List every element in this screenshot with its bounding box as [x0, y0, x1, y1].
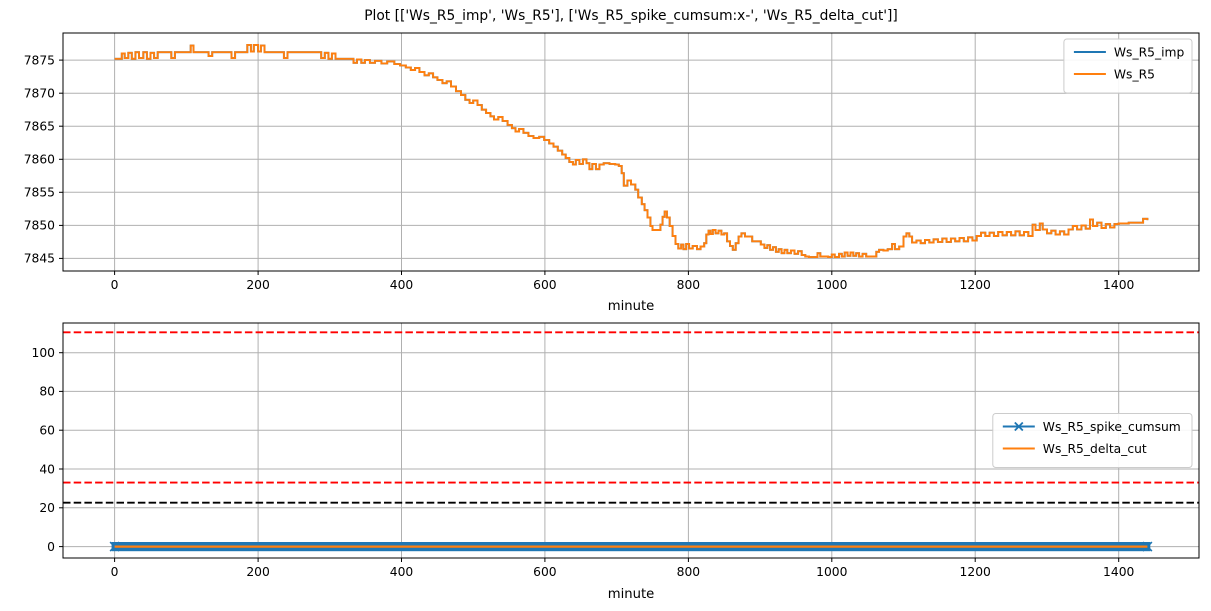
svg-text:1000: 1000 [816, 278, 847, 292]
svg-text:7870: 7870 [24, 87, 55, 101]
svg-text:1400: 1400 [1103, 565, 1134, 579]
svg-text:1400: 1400 [1103, 278, 1134, 292]
svg-text:40: 40 [39, 462, 55, 476]
svg-text:7875: 7875 [24, 53, 55, 67]
svg-text:600: 600 [533, 565, 556, 579]
figure-title: Plot [['Ws_R5_imp', 'Ws_R5'], ['Ws_R5_sp… [364, 8, 898, 24]
svg-text:400: 400 [390, 278, 413, 292]
svg-text:Ws_R5_delta_cut: Ws_R5_delta_cut [1043, 442, 1147, 456]
axes-border [62, 32, 1200, 272]
x-axis-label: minute [608, 587, 655, 602]
svg-text:80: 80 [39, 385, 55, 399]
svg-text:0: 0 [47, 540, 55, 554]
svg-text:800: 800 [677, 565, 700, 579]
svg-text:7850: 7850 [24, 219, 55, 233]
svg-text:20: 20 [39, 501, 55, 515]
axes-border [62, 322, 1200, 559]
svg-text:1200: 1200 [960, 278, 991, 292]
svg-text:1200: 1200 [960, 565, 991, 579]
legend: Ws_R5_imp Ws_R5 [1063, 38, 1193, 94]
svg-text:200: 200 [246, 278, 269, 292]
svg-text:600: 600 [533, 278, 556, 292]
svg-text:7845: 7845 [24, 252, 55, 266]
legend: Ws_R5_spike_cumsum Ws_R5_delta_cut [992, 413, 1193, 468]
svg-text:Ws_R5: Ws_R5 [1114, 67, 1155, 81]
svg-text:Ws_R5_spike_cumsum: Ws_R5_spike_cumsum [1043, 420, 1181, 434]
svg-text:7865: 7865 [24, 120, 55, 134]
svg-text:7855: 7855 [24, 186, 55, 200]
svg-text:60: 60 [39, 424, 55, 438]
series-Ws_R5 [114, 43, 1149, 259]
svg-text:100: 100 [32, 346, 55, 360]
svg-text:200: 200 [246, 565, 269, 579]
grid [63, 33, 1199, 271]
axis-ticks: 0 200 400 600 800 1000 1200 1400 0 20 40 60 80 100 [32, 346, 1135, 579]
svg-text:0: 0 [111, 278, 119, 292]
svg-text:Ws_R5_imp: Ws_R5_imp [1114, 45, 1185, 59]
svg-text:7860: 7860 [24, 153, 55, 167]
svg-text:400: 400 [390, 565, 413, 579]
subplot-2: 0 200 400 600 800 1000 1200 1400 0 20 40 60 80 100 min… [32, 322, 1200, 602]
svg-text:0: 0 [111, 565, 119, 579]
x-axis-label: minute [608, 299, 655, 314]
subplot-1: 0 200 400 600 800 1000 1200 1400 7845 7850 7855 786… [24, 32, 1200, 314]
axis-ticks: 0 200 400 600 800 1000 1200 1400 7845 7850 7855 786… [24, 53, 1135, 292]
svg-text:800: 800 [677, 278, 700, 292]
svg-text:1000: 1000 [816, 565, 847, 579]
